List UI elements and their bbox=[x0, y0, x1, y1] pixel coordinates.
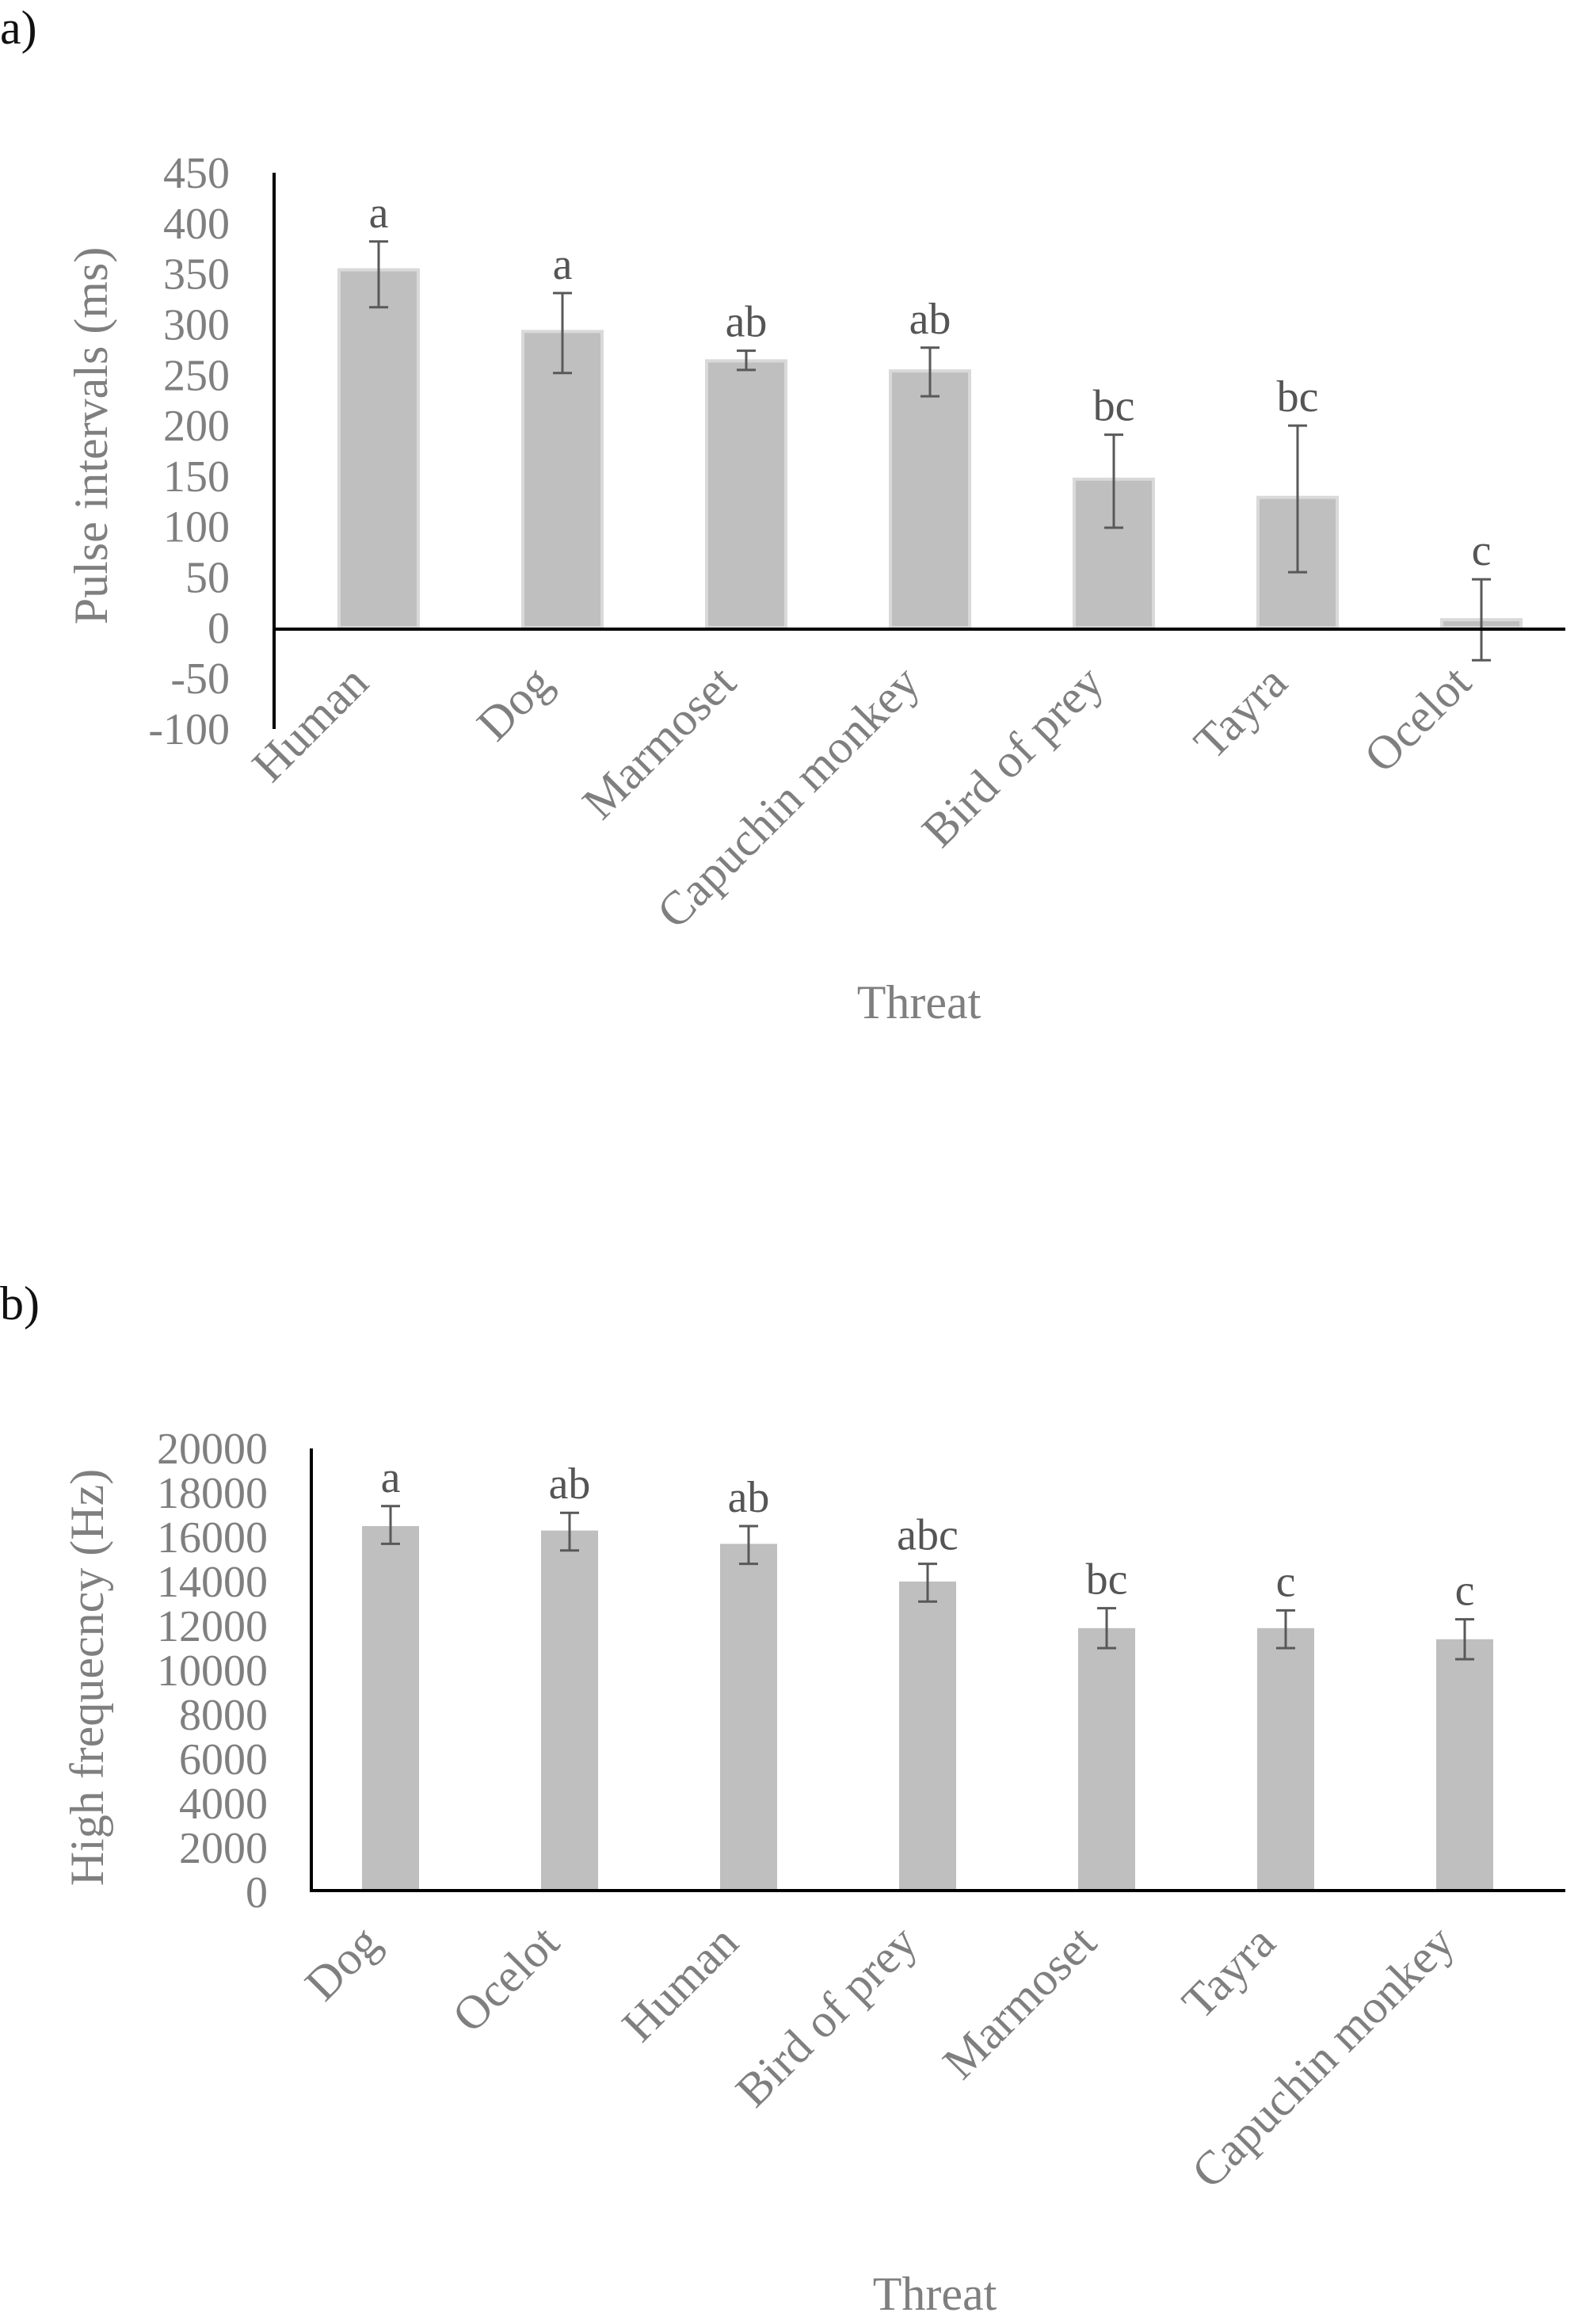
y-tick-label: 400 bbox=[163, 200, 230, 249]
bar bbox=[1257, 1628, 1314, 1892]
y-tick-label: 200 bbox=[163, 402, 230, 451]
y-tick-label: 10000 bbox=[157, 1647, 268, 1696]
significance-label: a bbox=[369, 189, 389, 238]
error-bar bbox=[739, 1525, 758, 1566]
category-label: Human bbox=[242, 656, 379, 792]
category-label: Dog bbox=[467, 656, 562, 751]
panel-b-y-axis-title: High frequecncy (Hz) bbox=[61, 1469, 113, 1886]
y-tick-label: 100 bbox=[163, 503, 230, 552]
error-bar bbox=[1104, 433, 1123, 529]
category-label: Marmoset bbox=[572, 655, 745, 829]
bar bbox=[541, 1530, 598, 1892]
y-tick-label: 4000 bbox=[179, 1780, 268, 1829]
significance-label: a bbox=[381, 1453, 401, 1502]
y-tick-label: 18000 bbox=[157, 1469, 268, 1518]
error-bar bbox=[918, 1563, 937, 1603]
significance-label: ab bbox=[726, 298, 768, 347]
category-label: Marmoset bbox=[932, 1915, 1106, 2089]
panel-a-label: a) bbox=[0, 2, 37, 54]
panel-a-x-axis-title: Threat bbox=[857, 976, 981, 1028]
error-bar bbox=[1276, 1608, 1295, 1650]
y-tick-label: 0 bbox=[208, 604, 230, 653]
category-label: Ocelot bbox=[442, 1915, 569, 2042]
error-bar bbox=[1472, 578, 1491, 662]
error-bar bbox=[1288, 424, 1307, 574]
panel-b-error-bars bbox=[381, 1505, 1474, 1661]
panel-a-error-bars bbox=[369, 240, 1491, 662]
error-bar bbox=[1097, 1607, 1116, 1650]
error-bar bbox=[369, 240, 388, 309]
y-tick-label: 300 bbox=[163, 300, 230, 349]
chart-panel-b: b) 2000018000160001400012000100008000600… bbox=[0, 1277, 1565, 2320]
bar bbox=[720, 1544, 777, 1892]
significance-label: ab bbox=[909, 295, 951, 344]
category-label: Tayra bbox=[1172, 1916, 1286, 2029]
significance-label: bc bbox=[1093, 382, 1135, 431]
bar bbox=[899, 1582, 956, 1892]
category-label: Bird of prey bbox=[912, 656, 1113, 857]
bar bbox=[705, 359, 787, 630]
bar bbox=[1078, 1628, 1135, 1892]
y-tick-label: 12000 bbox=[157, 1602, 268, 1651]
panel-b-y-tick-labels: 2000018000160001400012000100008000600040… bbox=[157, 1425, 268, 1918]
category-label: Dog bbox=[295, 1916, 390, 2011]
y-tick-label: 8000 bbox=[179, 1691, 268, 1740]
y-tick-label: 2000 bbox=[179, 1824, 268, 1873]
y-tick-label: 6000 bbox=[179, 1735, 268, 1784]
y-tick-label: 450 bbox=[163, 149, 230, 198]
bar bbox=[362, 1526, 419, 1892]
bar bbox=[521, 330, 604, 630]
significance-label: abc bbox=[897, 1511, 959, 1560]
category-label: Ocelot bbox=[1354, 655, 1481, 782]
error-bar bbox=[381, 1505, 400, 1545]
y-tick-label: 0 bbox=[246, 1868, 268, 1918]
error-bar bbox=[553, 292, 572, 375]
bar bbox=[1436, 1639, 1493, 1892]
error-bar bbox=[1455, 1618, 1474, 1661]
y-tick-label: -100 bbox=[148, 705, 230, 754]
category-label: Tayra bbox=[1184, 656, 1298, 769]
panel-b-significance-labels: a ab ab abc bc c c bbox=[381, 1453, 1475, 1616]
bar bbox=[889, 369, 971, 630]
y-tick-label: -50 bbox=[170, 654, 230, 704]
error-bar bbox=[920, 346, 940, 398]
y-tick-label: 350 bbox=[163, 250, 230, 300]
significance-label: ab bbox=[549, 1460, 591, 1509]
error-bar bbox=[560, 1511, 579, 1552]
panel-a-significance-labels: a a ab ab bc bc c bbox=[369, 189, 1492, 575]
y-tick-label: 20000 bbox=[157, 1425, 268, 1474]
significance-label: ab bbox=[728, 1473, 770, 1522]
significance-label: a bbox=[553, 240, 573, 289]
significance-label: bc bbox=[1277, 372, 1319, 422]
y-tick-label: 50 bbox=[185, 554, 230, 603]
panel-a-y-axis-title: Pulse intervals (ms) bbox=[65, 247, 117, 625]
y-tick-label: 150 bbox=[163, 452, 230, 502]
category-label: Human bbox=[612, 1916, 749, 2052]
panel-b-label: b) bbox=[0, 1277, 40, 1330]
significance-label: bc bbox=[1086, 1555, 1128, 1605]
significance-label: c bbox=[1455, 1567, 1475, 1616]
panel-b-bars bbox=[362, 1526, 1493, 1892]
significance-label: c bbox=[1276, 1557, 1296, 1606]
y-tick-label: 250 bbox=[163, 351, 230, 400]
y-tick-label: 16000 bbox=[157, 1513, 268, 1563]
bar bbox=[337, 268, 420, 630]
category-label: Bird of prey bbox=[726, 1916, 927, 2117]
significance-label: c bbox=[1472, 526, 1492, 575]
y-tick-label: 14000 bbox=[157, 1558, 268, 1607]
panel-b-x-axis-title: Threat bbox=[873, 2268, 997, 2320]
error-bar bbox=[737, 349, 756, 372]
